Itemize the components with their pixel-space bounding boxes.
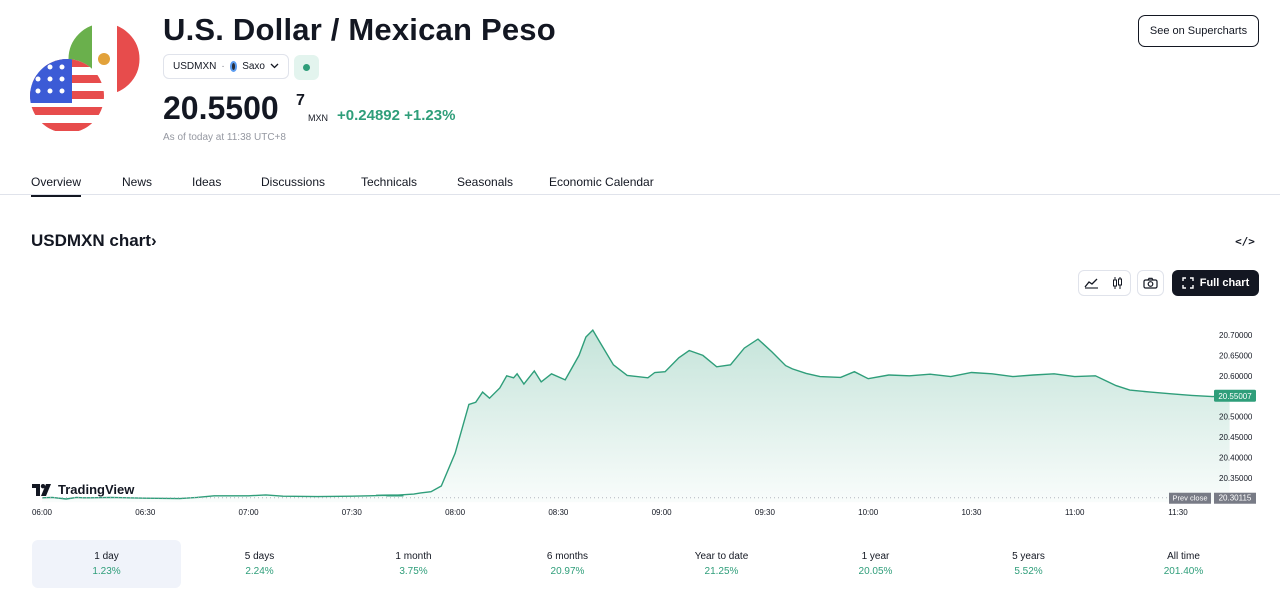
x-tick-label: 08:30	[548, 508, 569, 517]
exchange-label: Saxo	[242, 61, 265, 72]
separator: ·	[221, 61, 225, 72]
price-change: +0.24892 +1.23%	[337, 107, 456, 124]
period-change: 5.52%	[1014, 566, 1043, 577]
chart-style-toggle	[1078, 270, 1131, 296]
tab-seasonals[interactable]: Seasonals	[457, 175, 514, 189]
tab-ideas[interactable]: Ideas	[192, 175, 222, 189]
prev-close-value-label: 20.30115	[1219, 494, 1252, 503]
candlestick-chart-icon[interactable]	[1105, 271, 1131, 295]
active-tab-indicator	[31, 195, 81, 197]
period-change: 201.40%	[1163, 566, 1204, 577]
y-tick-label: 20.50000	[1219, 413, 1253, 422]
fullscreen-icon	[1182, 277, 1194, 289]
see-on-supercharts-button[interactable]: See on Supercharts	[1138, 15, 1259, 47]
period-year-to-date[interactable]: Year to date 21.25%	[647, 540, 796, 588]
y-tick-label: 20.65000	[1219, 351, 1253, 360]
tradingview-logo-text: TradingView	[58, 482, 135, 497]
x-tick-label: 10:30	[961, 508, 982, 517]
performance-periods: 1 day 1.23% 5 days 2.24% 1 month 3.75% 6…	[32, 540, 1260, 588]
chart-title-text: USDMXN chart	[31, 231, 151, 250]
x-tick-label: 11:30	[1168, 508, 1188, 517]
page-title: U.S. Dollar / Mexican Peso	[163, 12, 556, 47]
period-label: 5 days	[244, 551, 275, 562]
period-change: 20.97%	[550, 566, 585, 577]
period-1-month[interactable]: 1 month 3.75%	[339, 540, 488, 588]
price-chart[interactable]: 20.7000020.6500020.6000020.5500020.50000…	[0, 300, 1280, 525]
price-currency: MXN	[308, 113, 328, 123]
chart-title-link[interactable]: USDMXN chart›	[31, 231, 157, 251]
full-chart-button[interactable]: Full chart	[1172, 270, 1259, 296]
period-all-time[interactable]: All time 201.40%	[1109, 540, 1258, 588]
prev-close-value-badge	[1214, 492, 1256, 504]
period-change: 20.05%	[858, 566, 893, 577]
period-change: 3.75%	[399, 566, 428, 577]
currency-flags-logo	[30, 22, 143, 133]
period-6-months[interactable]: 6 months 20.97%	[493, 540, 642, 588]
period-label: 1 year	[861, 551, 890, 562]
saxo-logo-icon	[229, 61, 238, 72]
full-chart-label: Full chart	[1199, 277, 1250, 289]
tradingview-logo-icon	[32, 483, 51, 496]
period-label: Year to date	[694, 551, 749, 562]
x-tick-label: 10:00	[858, 508, 879, 517]
symbol-label: USDMXN	[173, 61, 217, 72]
period-change: 1.23%	[92, 566, 121, 577]
tab-news[interactable]: News	[122, 175, 153, 189]
symbol-exchange-selector[interactable]: USDMXN · Saxo	[163, 54, 289, 79]
x-tick-label: 07:30	[342, 508, 363, 517]
price-area-fill	[42, 330, 1230, 503]
market-open-status-icon[interactable]	[294, 55, 319, 80]
x-tick-label: 09:30	[755, 508, 776, 517]
current-price: 20.5500	[163, 90, 279, 126]
period-label: All time	[1167, 551, 1200, 562]
period-label: 1 month	[395, 551, 432, 562]
x-tick-label: 06:00	[32, 508, 53, 517]
tab-technicals[interactable]: Technicals	[361, 175, 418, 189]
period-change: 2.24%	[245, 566, 274, 577]
chevron-right-icon: ›	[150, 231, 157, 250]
camera-icon[interactable]	[1137, 270, 1164, 296]
last-price-badge	[1214, 389, 1256, 402]
period-change: 21.25%	[704, 566, 739, 577]
y-tick-label: 20.60000	[1219, 372, 1253, 381]
x-tick-label: 06:30	[135, 508, 156, 517]
prev-close-tag	[1169, 492, 1211, 504]
area-chart-icon[interactable]	[1079, 271, 1105, 295]
period-label: 6 months	[546, 551, 589, 562]
y-tick-label: 20.70000	[1219, 331, 1253, 340]
price-fraction-digit: 7	[296, 92, 305, 109]
tab-discussions[interactable]: Discussions	[261, 175, 326, 189]
x-tick-label: 11:00	[1065, 508, 1085, 517]
chevron-down-icon	[270, 61, 279, 72]
tabs-divider	[0, 194, 1280, 195]
period-label: 5 years	[1012, 551, 1045, 562]
last-price-label: 20.55007	[1218, 392, 1252, 401]
period-1-year[interactable]: 1 year 20.05%	[801, 540, 950, 588]
y-tick-label: 20.45000	[1219, 433, 1253, 442]
tradingview-logo: TradingView	[32, 482, 134, 497]
embed-code-icon[interactable]: </>	[1235, 234, 1255, 248]
period-5-days[interactable]: 5 days 2.24%	[185, 540, 334, 588]
prev-close-text: Prev close	[1172, 494, 1207, 503]
tab-economic-calendar[interactable]: Economic Calendar	[549, 175, 654, 189]
period-5-years[interactable]: 5 years 5.52%	[954, 540, 1103, 588]
x-tick-label: 07:00	[239, 508, 260, 517]
price-line	[41, 328, 1230, 500]
y-tick-label: 20.40000	[1219, 453, 1253, 462]
period-1-day[interactable]: 1 day 1.23%	[32, 540, 181, 588]
x-tick-label: 08:00	[445, 508, 466, 517]
tab-overview[interactable]: Overview	[31, 175, 82, 189]
y-tick-label: 20.35000	[1219, 474, 1253, 483]
period-label: 1 day	[94, 551, 119, 562]
x-tick-label: 09:00	[652, 508, 673, 517]
as-of-timestamp: As of today at 11:38 UTC+8	[163, 132, 286, 143]
